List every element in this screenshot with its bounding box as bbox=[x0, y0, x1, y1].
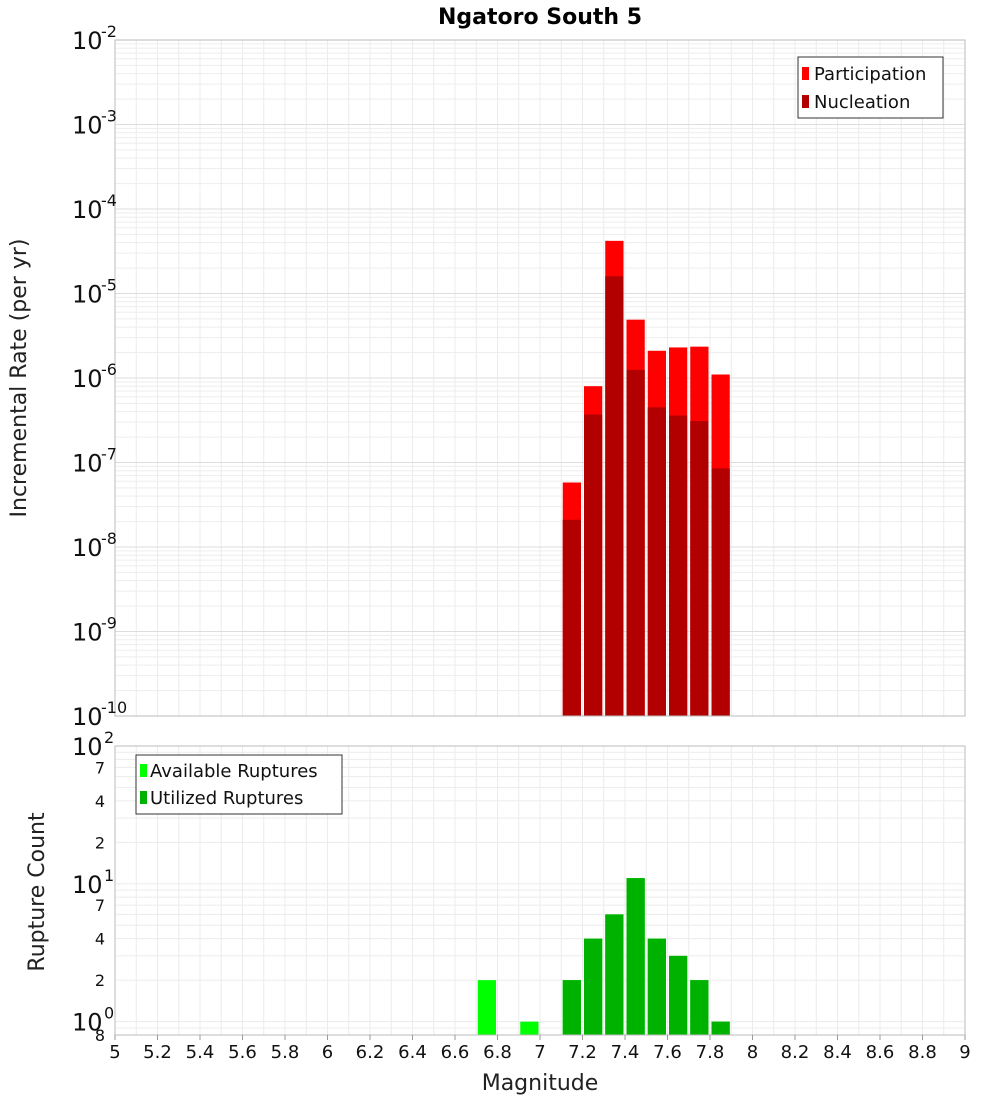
legend-swatch-nucleation bbox=[802, 95, 809, 108]
x-tick-label: 5 bbox=[109, 1042, 120, 1063]
x-tick-label: 8.2 bbox=[781, 1042, 810, 1063]
y-tick-minor-label: 7 bbox=[95, 896, 105, 915]
bottom-legend: Available Ruptures Utilized Ruptures bbox=[135, 754, 343, 815]
bar-nucleation bbox=[605, 276, 624, 716]
x-tick-label: 5.8 bbox=[271, 1042, 300, 1063]
bar-available-ruptures bbox=[477, 980, 496, 1035]
bar-utilized-ruptures bbox=[690, 980, 709, 1035]
y-tick-exponent: -6 bbox=[101, 360, 117, 379]
legend-label-utilized: Utilized Ruptures bbox=[150, 788, 303, 809]
y-tick-label: 10 bbox=[72, 450, 103, 478]
x-tick-label: 8.8 bbox=[908, 1042, 937, 1063]
y-tick-exponent: 1 bbox=[104, 866, 114, 885]
top-y-axis-label: Incremental Rate (per yr) bbox=[7, 239, 32, 518]
y-tick-minor-label: 7 bbox=[95, 758, 105, 777]
y-tick-label: 10 bbox=[72, 733, 103, 761]
x-tick-label: 9 bbox=[959, 1042, 970, 1063]
x-tick-label: 6.6 bbox=[441, 1042, 470, 1063]
y-tick-exponent: 0 bbox=[104, 1004, 114, 1023]
y-tick-exponent: 2 bbox=[104, 728, 114, 747]
x-axis-label: Magnitude bbox=[482, 1071, 599, 1096]
y-tick-exponent: -4 bbox=[101, 191, 117, 210]
x-tick-label: 6.2 bbox=[356, 1042, 385, 1063]
y-tick-exponent: -3 bbox=[101, 107, 117, 126]
y-tick-label: 10 bbox=[72, 703, 103, 731]
bar-utilized-ruptures bbox=[669, 955, 688, 1035]
bar-utilized-ruptures bbox=[605, 914, 624, 1035]
y-tick-minor-label: 8 bbox=[95, 1026, 105, 1045]
x-tick-label: 5.2 bbox=[143, 1042, 172, 1063]
bar-utilized-ruptures bbox=[647, 938, 666, 1035]
legend-swatch-available bbox=[140, 764, 147, 777]
x-tick-label: 5.6 bbox=[228, 1042, 257, 1063]
bar-available-ruptures bbox=[520, 1021, 539, 1035]
x-tick-label: 6.4 bbox=[398, 1042, 427, 1063]
y-tick-exponent: -5 bbox=[101, 276, 117, 295]
bar-utilized-ruptures bbox=[711, 1021, 730, 1035]
x-tick-label: 6.8 bbox=[483, 1042, 512, 1063]
y-tick-minor-label: 4 bbox=[95, 930, 105, 949]
legend-box bbox=[797, 56, 944, 119]
top-y-ticks: 10-210-310-410-510-610-710-810-910-10 bbox=[72, 22, 127, 731]
bar-utilized-ruptures bbox=[562, 980, 581, 1035]
legend-label-nucleation: Nucleation bbox=[814, 92, 910, 113]
bottom-y-axis-label: Rupture Count bbox=[25, 812, 50, 972]
y-tick-label: 10 bbox=[72, 112, 103, 140]
y-tick-label: 10 bbox=[72, 871, 103, 899]
bar-nucleation bbox=[711, 468, 730, 716]
legend-label-participation: Participation bbox=[814, 64, 926, 85]
top-plot-grid bbox=[114, 40, 966, 717]
bar-utilized-ruptures bbox=[626, 878, 645, 1035]
x-tick-label: 8 bbox=[747, 1042, 758, 1063]
bar-nucleation bbox=[669, 415, 688, 716]
legend-box bbox=[135, 754, 343, 815]
x-tick-label: 7.2 bbox=[568, 1042, 597, 1063]
bar-nucleation bbox=[690, 420, 709, 716]
y-tick-label: 10 bbox=[72, 281, 103, 309]
legend-label-available: Available Ruptures bbox=[150, 761, 318, 782]
y-tick-label: 10 bbox=[72, 27, 103, 55]
y-tick-minor-label: 2 bbox=[95, 833, 105, 852]
y-tick-label: 10 bbox=[72, 534, 103, 562]
bar-nucleation bbox=[562, 519, 581, 716]
top-plot-bars bbox=[562, 240, 730, 716]
y-tick-label: 10 bbox=[72, 1009, 103, 1037]
bottom-plot-bars bbox=[477, 878, 730, 1035]
x-tick-label: 8.4 bbox=[823, 1042, 852, 1063]
y-tick-exponent: -9 bbox=[101, 614, 117, 633]
legend-swatch-utilized bbox=[140, 791, 147, 804]
bar-utilized-ruptures bbox=[584, 938, 603, 1035]
x-tick-label: 7 bbox=[534, 1042, 545, 1063]
y-tick-exponent: -2 bbox=[101, 22, 117, 41]
y-tick-minor-label: 4 bbox=[95, 792, 105, 811]
bar-nucleation bbox=[626, 369, 645, 716]
x-tick-label: 6 bbox=[322, 1042, 333, 1063]
x-tick-label: 7.4 bbox=[611, 1042, 640, 1063]
x-tick-label: 7.8 bbox=[696, 1042, 725, 1063]
y-tick-exponent: -8 bbox=[101, 529, 117, 548]
bar-nucleation bbox=[647, 407, 666, 716]
chart-title: Ngatoro South 5 bbox=[438, 5, 642, 30]
x-tick-labels: 5 5.2 5.4 5.6 5.8 6 6.2 6.4 6.6 6.8 7 7.2 7.4 7.6 7.8 8… bbox=[109, 1035, 971, 1063]
x-tick-label: 5.4 bbox=[186, 1042, 215, 1063]
y-tick-label: 10 bbox=[72, 365, 103, 393]
legend-swatch-participation bbox=[802, 67, 809, 80]
y-tick-exponent: -10 bbox=[101, 698, 127, 717]
bar-nucleation bbox=[584, 414, 603, 716]
y-tick-exponent: -7 bbox=[101, 445, 117, 464]
y-tick-label: 10 bbox=[72, 619, 103, 647]
x-tick-label: 7.6 bbox=[653, 1042, 682, 1063]
x-tick-label: 8.6 bbox=[866, 1042, 895, 1063]
y-tick-label: 10 bbox=[72, 196, 103, 224]
top-plot-frame bbox=[114, 39, 966, 717]
y-tick-minor-label: 2 bbox=[95, 971, 105, 990]
top-legend: Participation Nucleation bbox=[797, 56, 944, 119]
